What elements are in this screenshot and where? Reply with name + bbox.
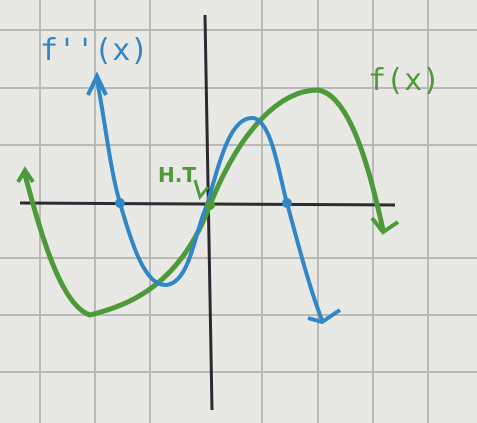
sketch: f''(x) f(x) H.T	[0, 0, 477, 423]
root-dot	[115, 198, 125, 208]
second-derivative-label: f''(x)	[40, 33, 148, 68]
page: {"labels": {"second_derivative": "f''(x)…	[0, 0, 477, 423]
function-label: f(x)	[368, 63, 440, 98]
point-label: H.T	[158, 163, 196, 187]
root-dot	[282, 198, 292, 208]
inflection-dot	[205, 200, 215, 210]
